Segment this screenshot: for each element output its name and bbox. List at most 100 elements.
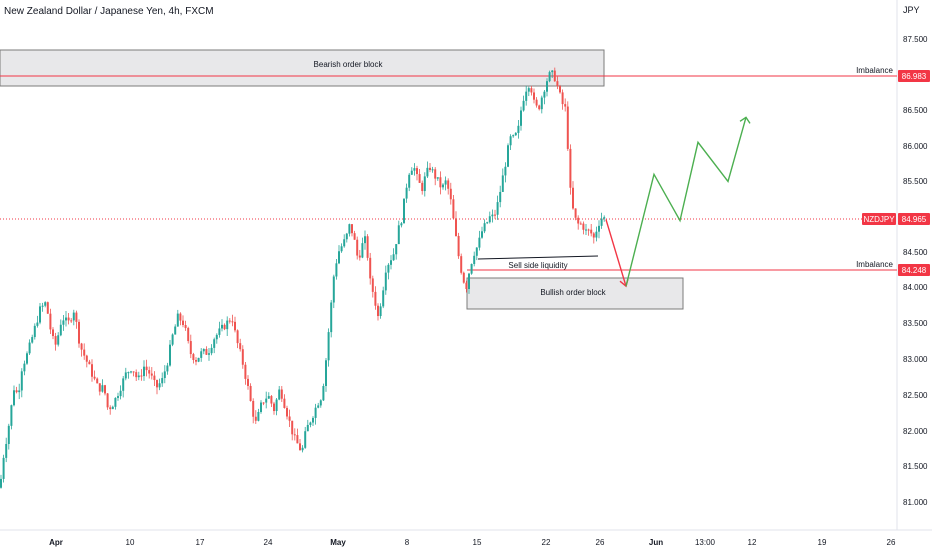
bearish-order-block[interactable]: [0, 49, 605, 87]
candle-body: [392, 254, 395, 261]
candle-body: [41, 305, 44, 307]
candle-body: [5, 443, 8, 458]
candle-body: [397, 225, 400, 245]
candle-body: [234, 321, 236, 331]
bullish-order-block[interactable]: [466, 277, 684, 310]
candle-body: [566, 106, 569, 149]
candle-body: [382, 290, 385, 307]
candle-body: [504, 166, 507, 176]
y-tick-label: 84.000: [903, 283, 928, 292]
candle-body: [114, 397, 117, 407]
candle-body: [215, 334, 218, 340]
projection-down-leg[interactable]: [605, 219, 627, 287]
candle-body: [179, 313, 182, 321]
projection-path[interactable]: [605, 116, 751, 288]
svg-text:86.983: 86.983: [902, 72, 927, 81]
candle-body: [356, 239, 359, 256]
x-tick-label: 24: [264, 538, 273, 547]
svg-text:NZDJPY: NZDJPY: [863, 215, 895, 224]
candle-body: [418, 174, 421, 183]
candle-body: [267, 396, 270, 399]
candle-body: [361, 243, 364, 258]
candle-body: [192, 354, 195, 360]
candle-body: [387, 264, 390, 273]
x-tick-label: May: [330, 538, 346, 547]
candle-body: [122, 378, 125, 391]
x-tick-label: 15: [473, 538, 482, 547]
candle-body: [369, 257, 372, 279]
y-tick-label: 83.500: [903, 319, 928, 328]
candle-body: [54, 336, 57, 345]
candle-body: [322, 385, 325, 401]
candle-body: [205, 348, 208, 355]
candle-body: [124, 372, 127, 379]
candle-body: [306, 424, 309, 432]
candle-body: [218, 328, 221, 335]
candle-body: [135, 372, 138, 378]
price-axis[interactable]: 87.500 86.500 86.000 85.500 84.500 84.00…: [903, 35, 928, 507]
sell-side-liquidity-label: Sell side liquidity: [508, 261, 567, 270]
candle-body: [293, 434, 296, 436]
candle-body: [257, 411, 260, 421]
candle-body: [379, 306, 382, 317]
candle-body: [288, 416, 291, 421]
candle-body: [309, 422, 312, 425]
candle-body: [340, 246, 343, 252]
candle-body: [442, 184, 444, 188]
candle-body: [184, 325, 187, 329]
candle-body: [338, 251, 340, 264]
candle-body: [486, 222, 489, 224]
candle-body: [455, 218, 457, 236]
x-tick-label: 13:00: [695, 538, 716, 547]
candle-body: [351, 224, 353, 234]
candle-body: [265, 398, 268, 403]
candle-body: [426, 167, 429, 177]
candle-body: [561, 92, 564, 105]
imbalance-lower-tag: 84.248: [898, 264, 930, 276]
bullish-order-block-label: Bullish order block: [540, 288, 606, 297]
candle-body: [241, 349, 244, 365]
time-axis[interactable]: Apr 10 17 24 May 8 15 22 26 Jun 13:00 12…: [49, 538, 896, 547]
candle-body: [452, 199, 455, 219]
candle-body: [296, 435, 299, 444]
candle-body: [26, 353, 28, 364]
candle-body: [390, 260, 392, 265]
candle-body: [223, 324, 226, 330]
candle-body: [239, 343, 242, 350]
svg-text:84.248: 84.248: [902, 266, 927, 275]
candle-body: [405, 187, 408, 199]
candle-body: [148, 370, 151, 374]
candle-body: [153, 375, 156, 381]
candle-body: [46, 302, 49, 314]
candle-body: [462, 272, 465, 283]
candle-body: [62, 320, 65, 325]
y-tick-label: 81.000: [903, 498, 928, 507]
sell-side-liquidity-line[interactable]: [477, 255, 599, 260]
candle-body: [556, 81, 559, 87]
candle-body: [559, 86, 561, 93]
imbalance-lower-label: Imbalance: [856, 260, 893, 269]
candle-body: [483, 223, 486, 232]
candle-body: [127, 372, 130, 374]
candle-body: [546, 81, 548, 92]
candle-body: [517, 125, 520, 133]
candle-body: [595, 231, 598, 238]
y-tick-label: 83.000: [903, 355, 928, 364]
candle-body: [527, 88, 530, 92]
candle-body: [20, 371, 23, 391]
x-tick-label: 12: [748, 538, 757, 547]
candle-body: [52, 329, 54, 337]
candle-body: [327, 332, 330, 361]
candle-body: [49, 313, 52, 330]
y-tick-label: 85.500: [903, 177, 928, 186]
projection-up-leg[interactable]: [625, 117, 747, 287]
candle-body: [535, 99, 538, 106]
x-tick-label: Apr: [49, 538, 63, 547]
candle-body: [231, 321, 234, 323]
candle-body: [574, 208, 577, 218]
x-tick-label: 22: [542, 538, 551, 547]
candle-body: [423, 176, 426, 192]
candle-body: [481, 231, 483, 238]
candle-body: [270, 396, 273, 404]
